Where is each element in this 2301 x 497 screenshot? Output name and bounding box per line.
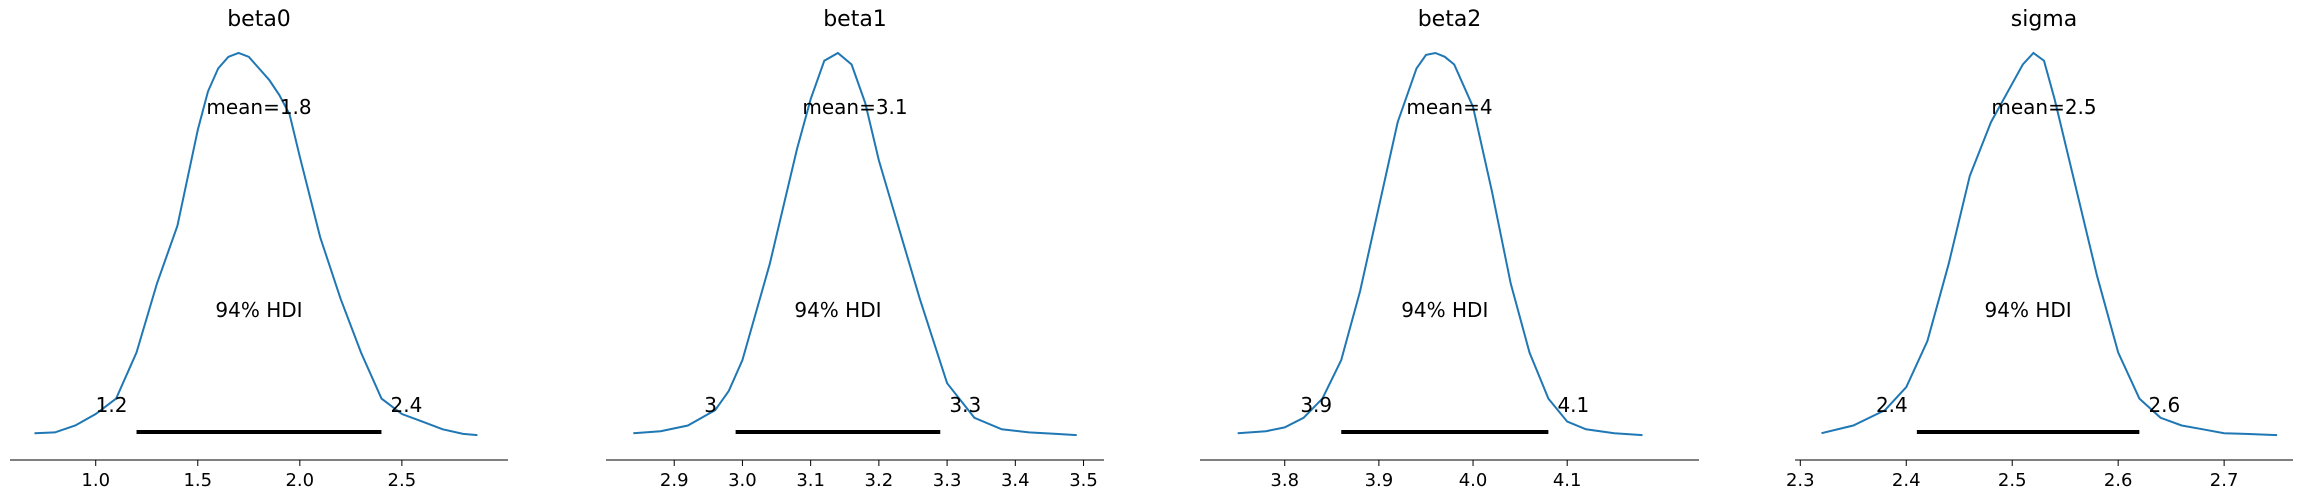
panel-title: beta2 — [1418, 7, 1482, 32]
panel-title: sigma — [2011, 7, 2077, 32]
x-tick-label: 2.6 — [2104, 470, 2133, 491]
x-tick-label: 3.2 — [865, 470, 894, 491]
x-tick-label: 2.3 — [1786, 470, 1815, 491]
hdi-high-label: 2.4 — [391, 393, 423, 417]
hdi-label: 94% HDI — [1401, 298, 1488, 322]
x-tick-label: 2.7 — [2210, 470, 2239, 491]
x-tick-label: 2.0 — [285, 470, 314, 491]
x-tick-label: 4.1 — [1553, 470, 1582, 491]
x-tick-label: 1.5 — [183, 470, 212, 491]
mean-label: mean=3.1 — [802, 95, 907, 119]
x-tick-label: 3.4 — [1001, 470, 1030, 491]
x-tick-label: 2.4 — [1892, 470, 1921, 491]
hdi-low-label: 2.4 — [1876, 393, 1908, 417]
x-tick-label: 3.1 — [796, 470, 825, 491]
kde-curve — [633, 51, 1077, 437]
x-tick-label: 4.0 — [1459, 470, 1488, 491]
kde-curve — [1821, 51, 2278, 437]
panel-beta0: beta0 1.0 1.5 2.0 2.5 1.2 2.4 94% HDI mean=1.8 — [10, 7, 508, 491]
x-tick-label: 1.0 — [81, 470, 110, 491]
x-tick-label: 3.5 — [1069, 470, 1098, 491]
hdi-high-label: 2.6 — [2148, 393, 2180, 417]
hdi-high-label: 3.3 — [949, 393, 981, 417]
x-tick-label: 2.5 — [1998, 470, 2027, 491]
mean-label: mean=2.5 — [1991, 95, 2096, 119]
mean-label: mean=1.8 — [206, 95, 311, 119]
hdi-low-label: 1.2 — [96, 393, 128, 417]
panel-title: beta1 — [823, 7, 887, 32]
x-tick-label: 3.8 — [1270, 470, 1299, 491]
x-tick-label: 3.9 — [1365, 470, 1394, 491]
kde-curve — [34, 51, 478, 437]
panel-sigma: sigma 2.3 2.4 2.5 2.6 2.7 2.4 2.6 94% HDI mean=2.… — [1786, 7, 2293, 491]
hdi-label: 94% HDI — [215, 298, 302, 322]
x-tick-label: 3.0 — [728, 470, 757, 491]
hdi-label: 94% HDI — [1985, 298, 2072, 322]
x-tick-label: 2.5 — [388, 470, 417, 491]
x-tick-label: 2.9 — [660, 470, 689, 491]
panel-beta1: beta1 2.9 3.0 3.1 3.2 3.3 3.4 3.5 3 3.3 94% HDI mea… — [606, 7, 1104, 491]
mean-label: mean=4 — [1406, 95, 1492, 119]
hdi-low-label: 3 — [704, 393, 717, 417]
panel-beta2: beta2 3.8 3.9 4.0 4.1 3.9 4.1 94% HDI mean=4 — [1200, 7, 1699, 491]
x-tick-label: 3.3 — [933, 470, 962, 491]
hdi-high-label: 4.1 — [1557, 393, 1589, 417]
panel-title: beta0 — [227, 7, 291, 32]
hdi-label: 94% HDI — [794, 298, 881, 322]
hdi-low-label: 3.9 — [1300, 393, 1332, 417]
kde-curve — [1237, 51, 1643, 437]
